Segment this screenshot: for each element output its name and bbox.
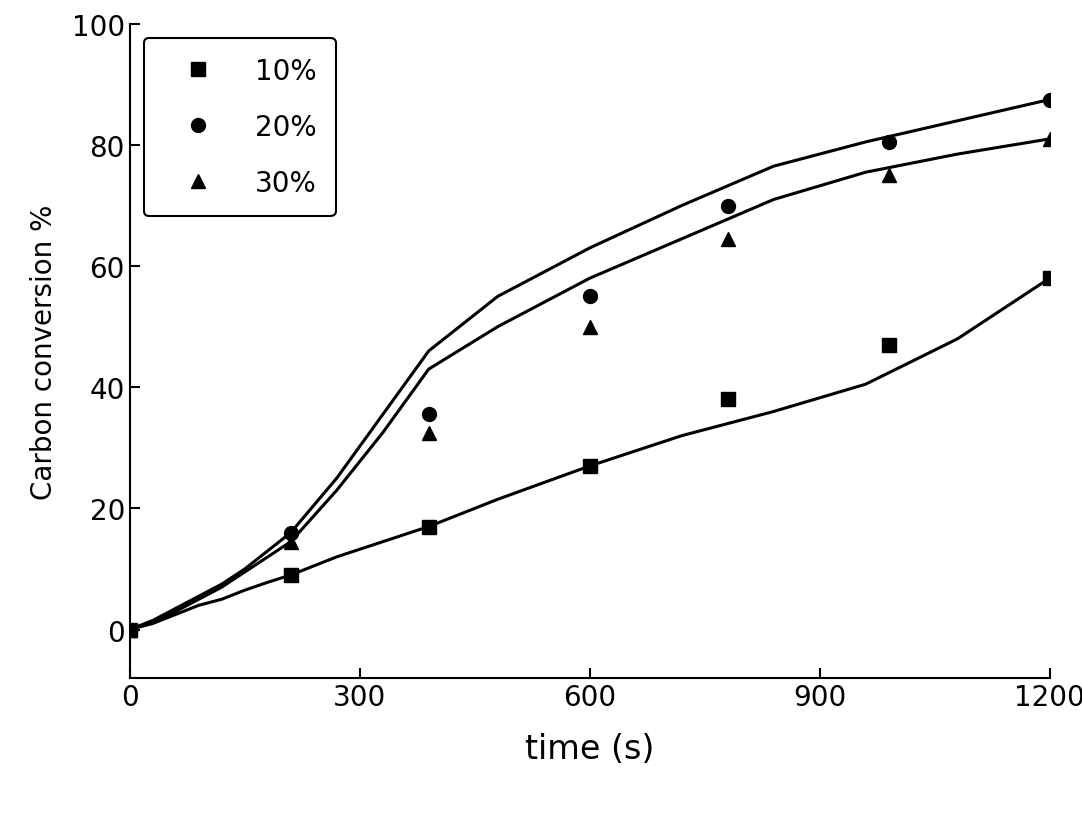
30% xyxy=(583,323,596,332)
Line: 20%: 20% xyxy=(123,93,1056,637)
10% xyxy=(123,624,136,634)
10% xyxy=(422,522,435,532)
20% xyxy=(422,410,435,420)
10% xyxy=(583,461,596,471)
30% xyxy=(422,428,435,438)
10% xyxy=(882,341,895,351)
20% xyxy=(285,528,298,538)
Y-axis label: Carbon conversion %: Carbon conversion % xyxy=(30,204,58,499)
10% xyxy=(285,571,298,581)
20% xyxy=(882,138,895,148)
30% xyxy=(123,624,136,634)
20% xyxy=(721,201,734,211)
30% xyxy=(882,171,895,181)
20% xyxy=(583,292,596,302)
Legend: 10%, 20%, 30%: 10%, 20%, 30% xyxy=(144,39,337,217)
30% xyxy=(721,235,734,245)
Line: 30%: 30% xyxy=(123,133,1056,637)
30% xyxy=(1043,135,1056,145)
Line: 10%: 10% xyxy=(123,272,1056,637)
10% xyxy=(1043,274,1056,284)
10% xyxy=(721,395,734,405)
30% xyxy=(285,537,298,547)
20% xyxy=(1043,95,1056,105)
X-axis label: time (s): time (s) xyxy=(525,732,655,765)
20% xyxy=(123,624,136,634)
